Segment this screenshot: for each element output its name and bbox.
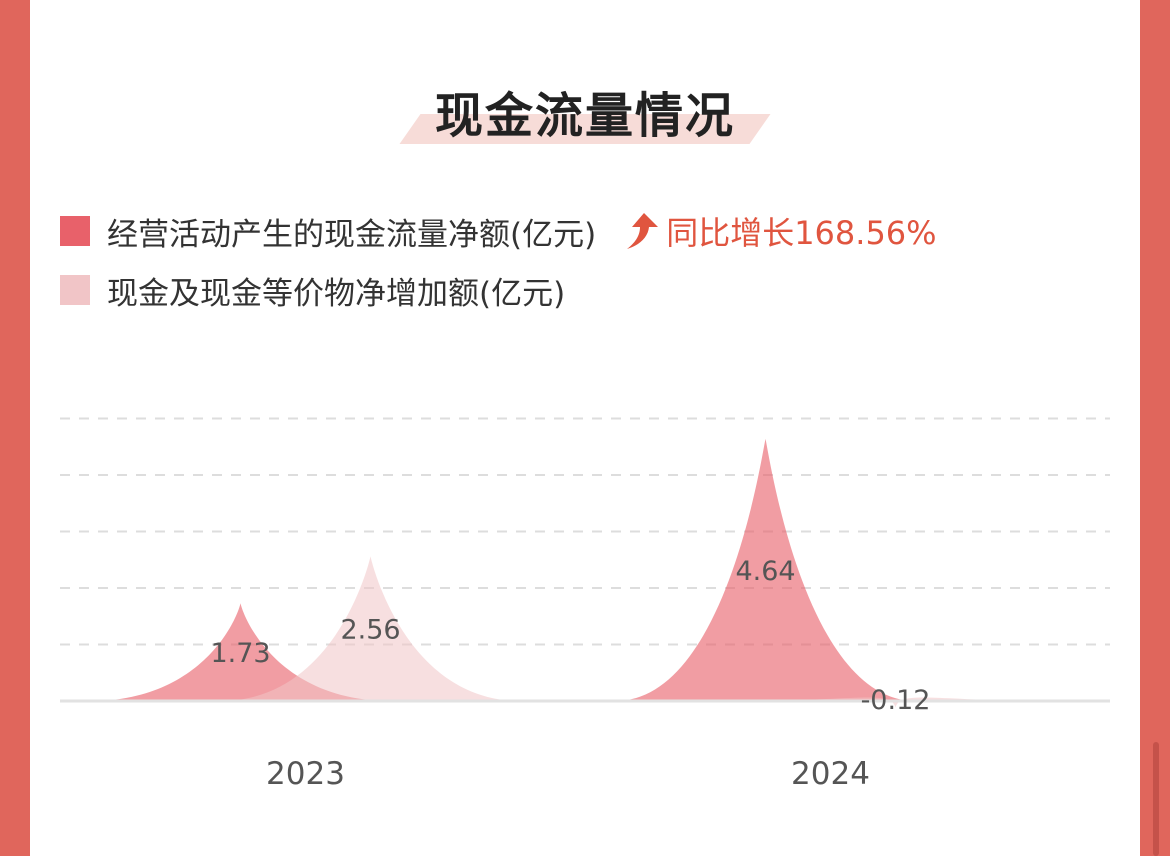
- legend-swatch-operating: [60, 216, 90, 246]
- title-block: 现金流量情况: [30, 70, 1140, 150]
- spike-1-0: [220, 556, 521, 701]
- data-label-1-0: 2.56: [340, 615, 400, 646]
- scrollbar-thumb[interactable]: [1153, 742, 1159, 856]
- up-arrow-icon: [627, 213, 659, 249]
- page-title: 现金流量情况: [434, 88, 735, 144]
- legend-swatch-cash: [60, 275, 90, 305]
- legend-row-operating: 经营活动产生的现金流量净额(亿元) 同比增长168.56%: [60, 208, 937, 254]
- growth-indicator: 同比增长168.56%: [624, 208, 937, 254]
- data-label-1-1: -0.12: [861, 685, 931, 716]
- cash-flow-chart: 1.73 2.56 4.64 -0.12 2023 2024: [60, 417, 1110, 792]
- legend-row-cash: 现金及现金等价物净增加额(亿元): [60, 270, 566, 312]
- data-label-0-0: 1.73: [210, 638, 270, 669]
- legend-label-cash: 现金及现金等价物净增加额(亿元): [107, 275, 566, 312]
- growth-label: 同比增长168.56%: [666, 214, 937, 252]
- x-tick-label-0: 2023: [266, 756, 345, 792]
- content-card: 现金流量情况 经营活动产生的现金流量净额(亿元) 同比增长168.56% 现金及…: [30, 0, 1140, 856]
- data-label-0-1: 4.64: [735, 556, 795, 587]
- spike-0-0: [90, 603, 391, 701]
- spike-0-1: [615, 438, 916, 701]
- x-tick-label-1: 2024: [791, 756, 870, 792]
- legend-label-operating: 经营活动产生的现金流量净额(亿元): [107, 216, 597, 253]
